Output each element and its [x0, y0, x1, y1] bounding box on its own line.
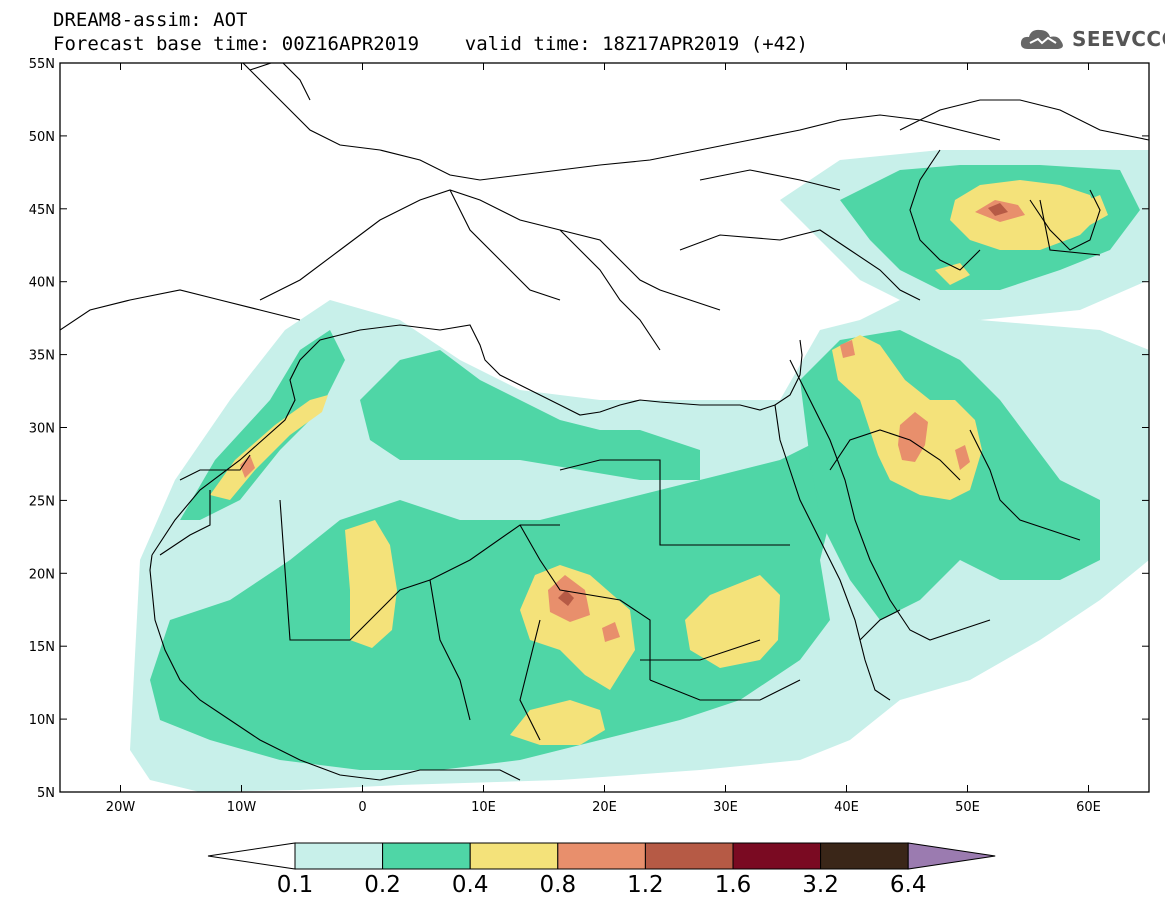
lon-tick-label: 40E [834, 800, 859, 815]
colorbar-label: 0.2 [364, 872, 401, 898]
aot-band-08-iraq [840, 340, 855, 358]
aot-band-04-cameroon [510, 700, 605, 745]
lat-tick-label: 5N [37, 786, 55, 801]
lon-tick-label: 20W [106, 800, 136, 815]
lon-tick-label: 20E [592, 800, 617, 815]
aot-band-08-iraq2 [898, 412, 928, 462]
aot-band-02-atlas [180, 330, 345, 520]
aot-band-04-kazakh [1075, 195, 1108, 225]
aot-band-12-chad [558, 590, 574, 606]
aot-band-08-gulf [955, 445, 970, 470]
lat-tick-label: 45N [29, 203, 55, 218]
aot-field [60, 63, 1149, 792]
aot-band-04-atlas [210, 395, 328, 500]
colorbar-label: 0.4 [451, 872, 489, 898]
cloud-icon [1020, 29, 1063, 49]
lon-tick-label: 10W [227, 800, 257, 815]
aot-band-02-north [360, 350, 700, 480]
lat-tick-label: 50N [29, 130, 55, 145]
aot-band-04-iraq [832, 335, 982, 500]
lat-tick-label: 25N [29, 494, 55, 509]
lat-tick-label: 10N [29, 713, 55, 728]
aot-band-04-mali [345, 520, 397, 648]
coastlines [60, 63, 1149, 781]
colorbar-label: 1.6 [714, 872, 752, 898]
lat-tick-label: 55N [29, 57, 55, 72]
lon-tick-label: 60E [1076, 800, 1101, 815]
aot-band-12-caspian [988, 203, 1008, 216]
colorbar-label: 6.4 [889, 872, 927, 898]
lat-tick-label: 35N [29, 349, 55, 364]
map-axes: 20W 10W 0 10E 20E 30E 40E 50E 60E 5N 10N 15N 20N 25N 3… [29, 57, 1149, 815]
colorbar-label: 0.1 [276, 872, 314, 898]
lon-tick-label: 10E [471, 800, 496, 815]
lat-tick-label: 30N [29, 422, 55, 437]
lon-tick-label: 0 [358, 800, 366, 815]
colorbar-label: 3.2 [802, 872, 839, 898]
aot-band-04-sudan [685, 575, 780, 668]
colorbar-label: 1.2 [627, 872, 664, 898]
colorbar-label: 0.8 [539, 872, 577, 898]
aot-band-08-chad2 [602, 622, 620, 642]
lon-tick-label: 30E [713, 800, 738, 815]
lat-tick-label: 40N [29, 276, 55, 291]
aot-band-08-atlas [240, 455, 255, 478]
lat-tick-label: 20N [29, 567, 55, 582]
lat-tick-label: 15N [29, 640, 55, 655]
forecast-time-line: Forecast base time: 00Z16APR2019 valid t… [53, 33, 808, 55]
lon-tick-label: 50E [955, 800, 980, 815]
map-title: DREAM8-assim: AOT [53, 9, 248, 31]
logo-text: SEEVCCC [1072, 27, 1165, 51]
seevccc-logo: SEEVCCC [1018, 24, 1165, 54]
